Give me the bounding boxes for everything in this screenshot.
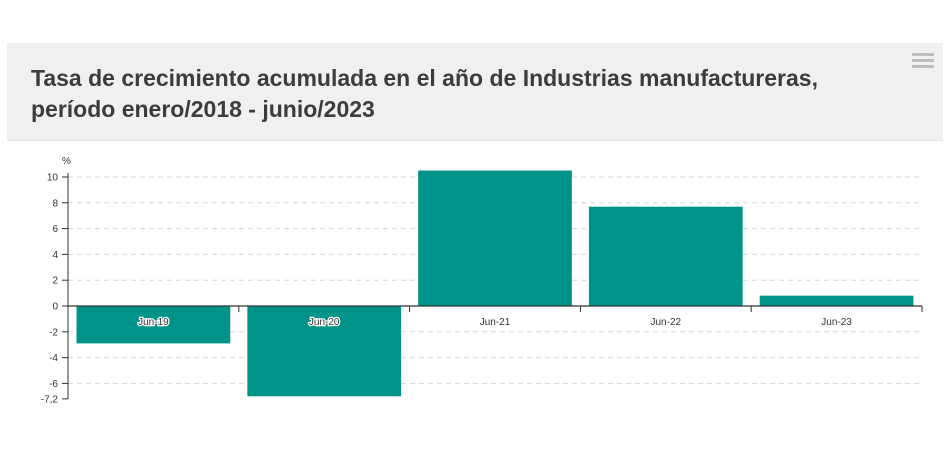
axes bbox=[62, 173, 923, 400]
labels: 10 8 6 4 2 0 -2 -4 -6 -7,2% Jun-19 Jun-20 Jun-21 Jun-… bbox=[41, 156, 853, 405]
bar-Jun-21 bbox=[418, 170, 572, 306]
y-tick-label: 4 bbox=[52, 250, 58, 261]
y-axis-unit-label: % bbox=[62, 156, 71, 167]
y-tick-label: -6 bbox=[49, 379, 58, 390]
y-tick-label: -2 bbox=[49, 327, 58, 338]
bars bbox=[76, 170, 914, 397]
y-tick-label: 0 bbox=[52, 302, 58, 313]
x-category-label: Jun-19 bbox=[138, 317, 169, 328]
chart-header: Tasa de crecimiento acumulada en el año … bbox=[7, 43, 943, 141]
y-tick-label: 10 bbox=[47, 173, 59, 184]
chart-title: Tasa de crecimiento acumulada en el año … bbox=[31, 63, 871, 125]
y-tick-label: 2 bbox=[52, 276, 58, 287]
y-tick-label: 6 bbox=[52, 224, 58, 235]
chart-title-line-1: Tasa de crecimiento acumulada en el año … bbox=[31, 65, 818, 91]
x-category-label: Jun-21 bbox=[480, 317, 511, 328]
hamburger-menu-icon[interactable] bbox=[909, 49, 937, 73]
chart-card: Tasa de crecimiento acumulada en el año … bbox=[7, 43, 943, 443]
bar-Jun-23 bbox=[759, 295, 914, 306]
y-tick-label: -4 bbox=[49, 353, 58, 364]
x-category-label: Jun-23 bbox=[821, 317, 852, 328]
bar-Jun-19 bbox=[76, 306, 231, 344]
x-category-label: Jun-20 bbox=[309, 317, 340, 328]
x-category-label: Jun-22 bbox=[651, 317, 682, 328]
bar-Jun-22 bbox=[588, 206, 743, 306]
y-tick-label: 8 bbox=[52, 198, 58, 209]
bar-Jun-20 bbox=[247, 306, 402, 397]
chart-title-line-2: período enero/2018 - junio/2023 bbox=[31, 96, 375, 122]
y-tick-label: -7,2 bbox=[41, 394, 59, 405]
